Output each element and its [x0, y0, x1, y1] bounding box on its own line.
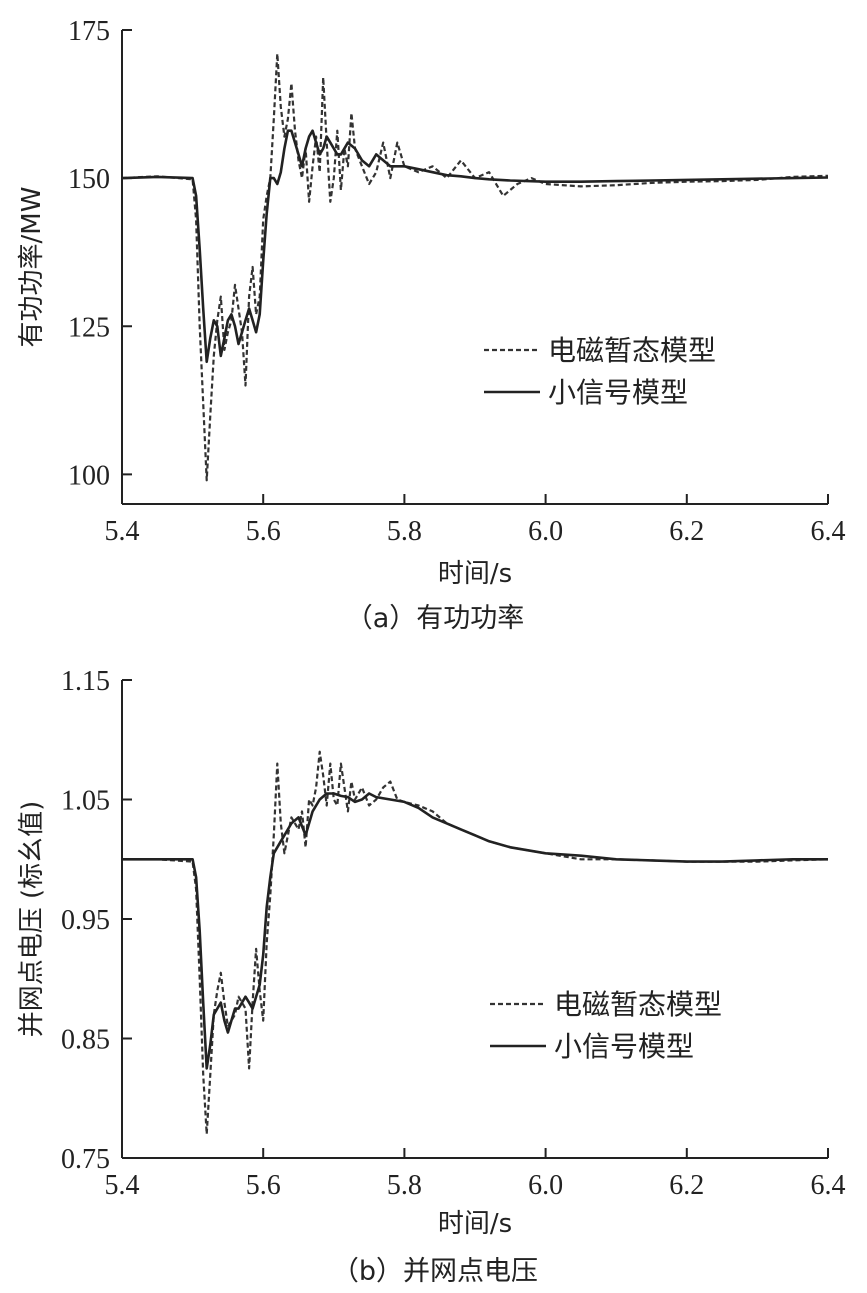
series-line-small-signal-model [121, 129, 829, 364]
x-tick-label: 5.4 [105, 516, 140, 547]
x-tick-label: 5.6 [246, 516, 281, 547]
x-tick-label: 6.2 [669, 1170, 704, 1201]
y-axis-title: 有功功率/MW [17, 187, 47, 348]
x-axis-title: 时间/s [438, 1209, 512, 1239]
x-axis-title: 时间/s [438, 559, 512, 589]
legend-label: 小信号模型 [548, 376, 688, 409]
series-line-emt-model [122, 750, 829, 1136]
y-tick-label: 1.05 [61, 786, 110, 817]
y-tick-label: 0.95 [61, 905, 110, 936]
x-tick-label: 6.0 [528, 1170, 563, 1201]
chart-panel-pcc-voltage: 0.75 0.85 0.95 1.05 1.15 5.4 5.6 5.8 6.0 6.2 6.4 时间… [17, 666, 846, 1287]
x-tick-label: 6.0 [528, 516, 563, 547]
x-tick-label: 6.4 [811, 1170, 846, 1201]
x-tick-label: 5.6 [246, 1170, 281, 1201]
x-tick-label: 6.2 [669, 516, 704, 547]
y-tick-label: 125 [68, 312, 110, 343]
chart-panel-active-power: 100 125 150 175 5.4 5.6 5.8 6.0 6.2 6.4 时间/s 有功功率/M… [17, 16, 846, 634]
legend-label: 小信号模型 [554, 1030, 694, 1063]
legend-label: 电磁暂态模型 [554, 988, 722, 1021]
y-tick-label: 0.75 [61, 1144, 110, 1175]
y-tick-label: 150 [68, 164, 110, 195]
y-tick-label: 0.85 [61, 1025, 110, 1056]
x-tick-label: 6.4 [811, 516, 846, 547]
x-tick-label: 5.8 [387, 516, 422, 547]
y-tick-label: 175 [68, 16, 110, 47]
x-tick-label: 5.4 [105, 1170, 140, 1201]
y-tick-label: 1.15 [61, 666, 110, 697]
series-line-small-signal-model [122, 792, 828, 1070]
chart-caption: （a）有功功率 [346, 603, 525, 634]
chart-caption: （b）并网点电压 [332, 1256, 538, 1287]
y-tick-label: 100 [68, 460, 110, 491]
series-line-emt-model [121, 52, 829, 482]
legend-label: 电磁暂态模型 [548, 334, 716, 367]
y-axis-title: 并网点电压 (标幺值) [17, 801, 47, 1038]
x-tick-label: 5.8 [387, 1170, 422, 1201]
